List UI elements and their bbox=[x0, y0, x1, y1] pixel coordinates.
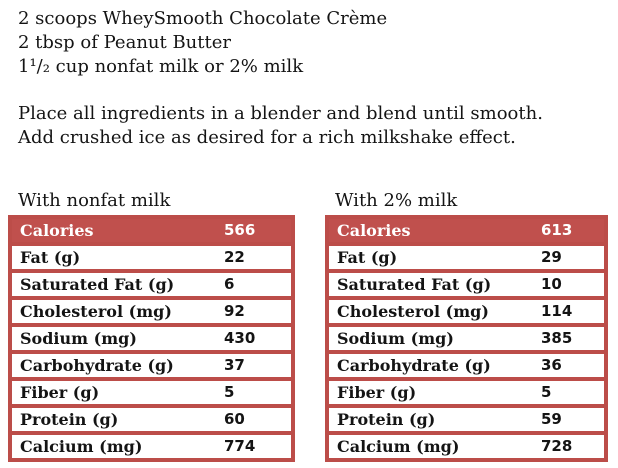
nutrient-label: Calcium (mg) bbox=[337, 437, 460, 456]
nutrient-value: 774 bbox=[224, 437, 256, 455]
nutrient-value: 36 bbox=[541, 356, 562, 374]
directions: Place all ingredients in a blender and b… bbox=[18, 102, 618, 150]
ingredients-list: 2 scoops WheySmooth Chocolate Crème 2 tb… bbox=[18, 0, 618, 79]
nutrient-label: Fiber (g) bbox=[337, 383, 417, 402]
nutrition-row: Calcium (mg) 728 bbox=[327, 433, 606, 460]
nutrition-row: Carbohydrate (g) 37 bbox=[10, 352, 293, 379]
nutrition-row: Saturated Fat (g) 6 bbox=[10, 271, 293, 298]
table-title: With 2% milk bbox=[335, 190, 458, 211]
nutrient-label: Fiber (g) bbox=[20, 383, 100, 402]
nutrition-column-2pct: With 2% milk Calories 613 Fat (g) 29 Saturat… bbox=[325, 190, 608, 462]
nutrient-value: 430 bbox=[224, 329, 256, 347]
nutrition-row: Cholesterol (mg) 92 bbox=[10, 298, 293, 325]
nutrient-label: Saturated Fat (g) bbox=[337, 275, 492, 294]
direction-line: Add crushed ice as desired for a rich mi… bbox=[18, 127, 516, 148]
nutrition-row: Carbohydrate (g) 36 bbox=[327, 352, 606, 379]
nutrition-row: Sodium (mg) 430 bbox=[10, 325, 293, 352]
nutrient-value: 728 bbox=[541, 437, 573, 455]
nutrient-label: Carbohydrate (g) bbox=[337, 356, 491, 375]
nutrition-row: Calcium (mg) 774 bbox=[10, 433, 293, 460]
nutrient-value: 37 bbox=[224, 356, 245, 374]
nutrient-label: Calcium (mg) bbox=[20, 437, 143, 456]
nutrient-label: Calories bbox=[337, 221, 411, 240]
nutrition-row: Sodium (mg) 385 bbox=[327, 325, 606, 352]
nutrition-row: Fiber (g) 5 bbox=[327, 379, 606, 406]
nutrient-label: Sodium (mg) bbox=[20, 329, 137, 348]
nutrient-label: Protein (g) bbox=[337, 410, 436, 429]
nutrition-row: Fat (g) 22 bbox=[10, 244, 293, 271]
nutrient-value: 60 bbox=[224, 410, 245, 428]
nutrient-value: 59 bbox=[541, 410, 562, 428]
nutrient-label: Cholesterol (mg) bbox=[337, 302, 489, 321]
nutrient-value: 5 bbox=[541, 383, 552, 401]
nutrition-row: Cholesterol (mg) 114 bbox=[327, 298, 606, 325]
nutrition-table-2pct: Calories 613 Fat (g) 29 Saturated Fat (g) 10 C… bbox=[325, 215, 608, 462]
nutrition-header-row: Calories 613 bbox=[327, 217, 606, 244]
nutrition-row: Saturated Fat (g) 10 bbox=[327, 271, 606, 298]
nutrition-row: Protein (g) 60 bbox=[10, 406, 293, 433]
nutrition-row: Protein (g) 59 bbox=[327, 406, 606, 433]
table-title: With nonfat milk bbox=[18, 190, 171, 211]
nutrition-table-nonfat: Calories 566 Fat (g) 22 Saturated Fat (g) 6 Ch… bbox=[8, 215, 295, 462]
nutrition-column-nonfat: With nonfat milk Calories 566 Fat (g) 22 Sat… bbox=[8, 190, 295, 462]
nutrient-value: 10 bbox=[541, 275, 562, 293]
nutrition-row: Fat (g) 29 bbox=[327, 244, 606, 271]
nutrient-value: 22 bbox=[224, 248, 245, 266]
ingredient-line: 1¹/₂ cup nonfat milk or 2% milk bbox=[18, 56, 304, 77]
nutrition-header-row: Calories 566 bbox=[10, 217, 293, 244]
direction-line: Place all ingredients in a blender and b… bbox=[18, 103, 543, 124]
nutrient-value: 92 bbox=[224, 302, 245, 320]
ingredient-line: 2 tbsp of Peanut Butter bbox=[18, 32, 232, 53]
nutrient-value: 5 bbox=[224, 383, 235, 401]
nutrient-label: Cholesterol (mg) bbox=[20, 302, 172, 321]
nutrient-value: 613 bbox=[541, 221, 573, 239]
nutrient-value: 385 bbox=[541, 329, 573, 347]
nutrient-value: 29 bbox=[541, 248, 562, 266]
nutrient-label: Saturated Fat (g) bbox=[20, 275, 175, 294]
nutrition-row: Fiber (g) 5 bbox=[10, 379, 293, 406]
nutrient-label: Calories bbox=[20, 221, 94, 240]
nutrition-tables: With nonfat milk Calories 566 Fat (g) 22 Sat… bbox=[8, 190, 618, 462]
ingredient-line: 2 scoops WheySmooth Chocolate Crème bbox=[18, 8, 388, 29]
nutrient-label: Protein (g) bbox=[20, 410, 119, 429]
nutrient-value: 566 bbox=[224, 221, 256, 239]
nutrient-value: 114 bbox=[541, 302, 573, 320]
nutrient-label: Fat (g) bbox=[20, 248, 81, 267]
nutrient-value: 6 bbox=[224, 275, 235, 293]
nutrient-label: Fat (g) bbox=[337, 248, 398, 267]
nutrient-label: Carbohydrate (g) bbox=[20, 356, 174, 375]
nutrient-label: Sodium (mg) bbox=[337, 329, 454, 348]
